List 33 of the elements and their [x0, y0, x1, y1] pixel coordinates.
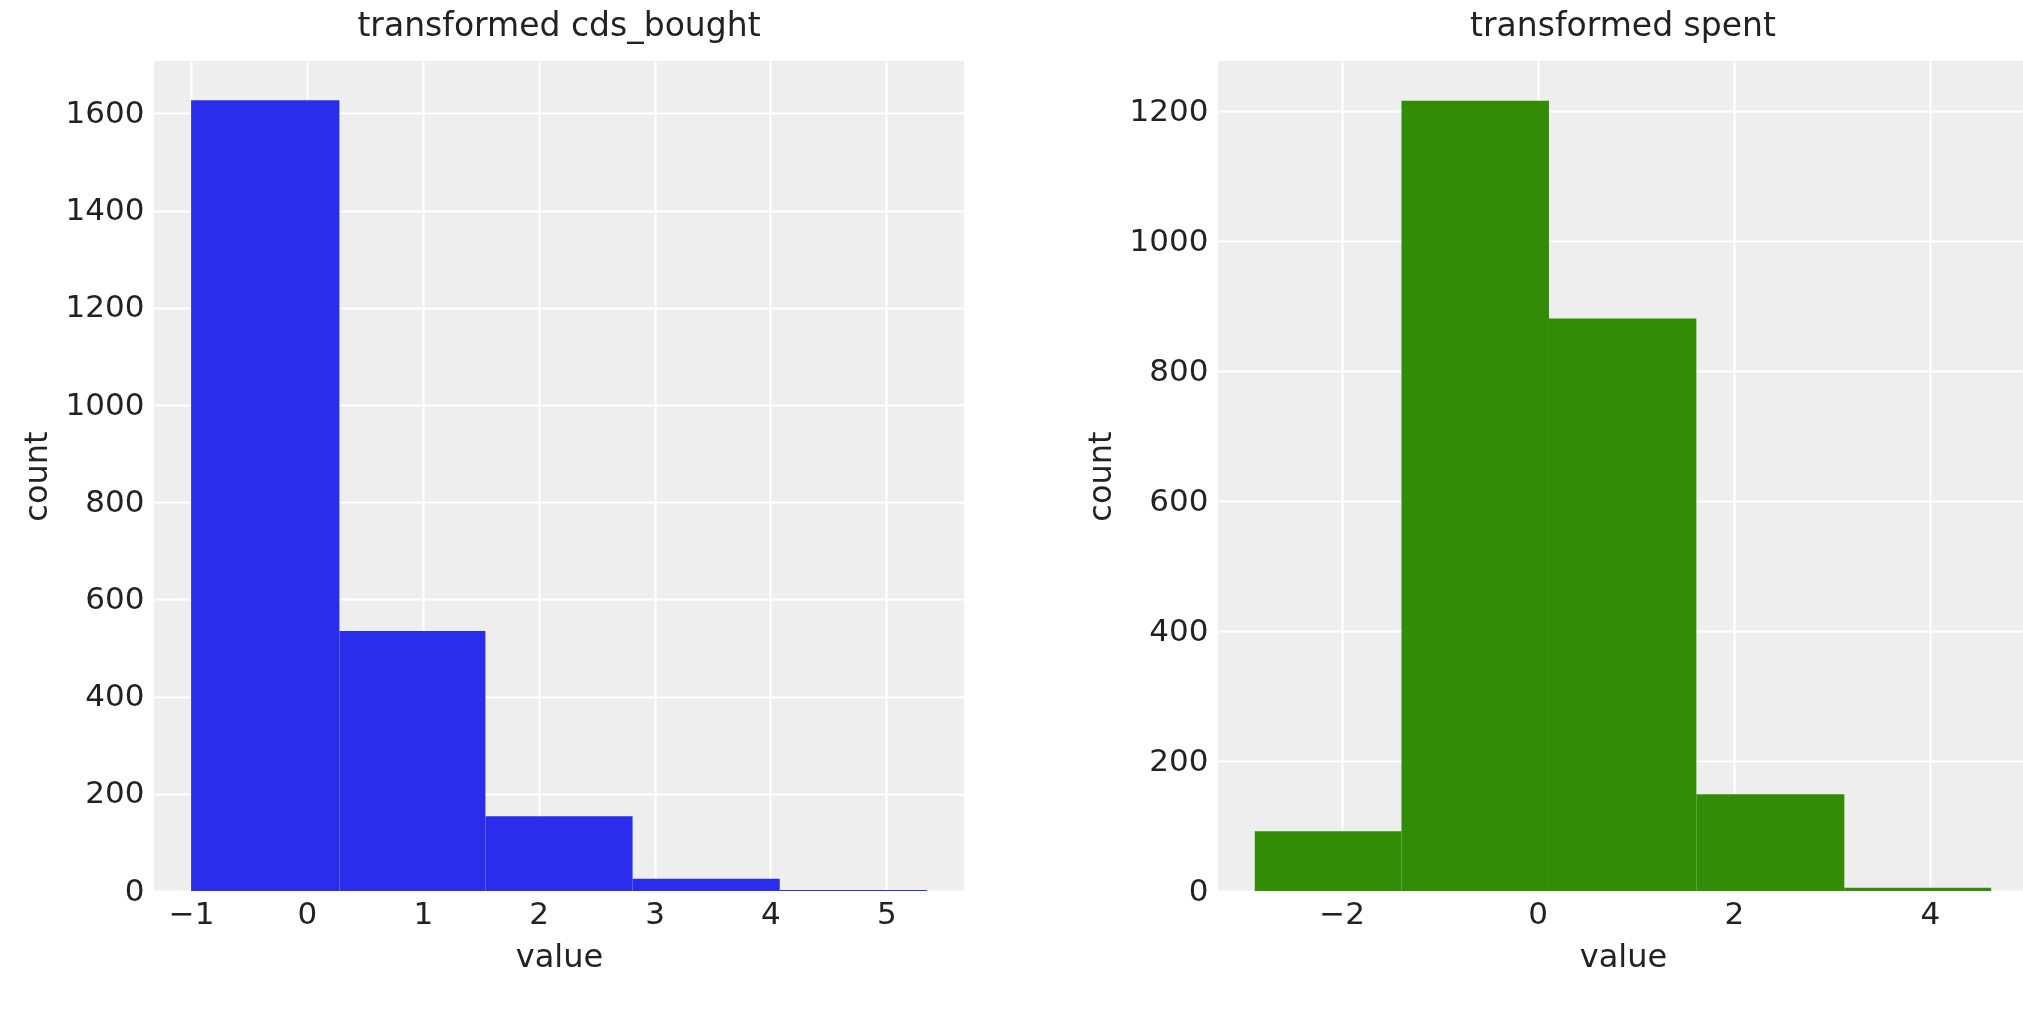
x-tick-label: 1 [413, 894, 434, 931]
x-tick-label: 2 [529, 894, 550, 931]
chart-title: transformed cds_bought [357, 5, 761, 44]
y-tick-label: 0 [124, 871, 145, 908]
x-axis-title: value [515, 936, 604, 975]
x-axis-title: value [1579, 936, 1668, 975]
x-tick-label: 2 [1724, 894, 1745, 931]
y-tick-label: 600 [85, 579, 145, 616]
y-tick-label: 600 [1149, 481, 1209, 518]
chart-title: transformed spent [1470, 5, 1776, 44]
y-tick-label: 1000 [1129, 221, 1209, 258]
x-tick-label: 0 [1528, 894, 1549, 931]
y-tick-label: 400 [1149, 611, 1209, 648]
y-tick-label: 1200 [1129, 91, 1209, 128]
y-tick-label: 400 [85, 677, 145, 714]
y-tick-label: 200 [85, 774, 145, 811]
y-tick-label: 800 [85, 482, 145, 519]
y-tick-label: 1400 [65, 191, 145, 228]
x-tick-label: −1 [168, 894, 215, 931]
x-tick-label: −2 [1319, 894, 1365, 931]
y-tick-label: 1000 [65, 385, 145, 422]
x-tick-label: 4 [761, 894, 781, 931]
y-axis-title: count [1080, 431, 1119, 522]
y-tick-label: 200 [1149, 741, 1209, 778]
y-tick-label: 800 [1149, 351, 1209, 388]
x-tick-label: 3 [645, 894, 665, 931]
y-tick-label: 1200 [65, 288, 145, 325]
x-tick-label: 0 [297, 894, 318, 931]
y-tick-label: 1600 [65, 93, 145, 130]
y-axis-title: count [16, 431, 55, 522]
y-tick-label: 0 [1188, 871, 1209, 908]
x-tick-label: 4 [1920, 894, 1941, 931]
x-tick-label: 5 [876, 894, 897, 931]
